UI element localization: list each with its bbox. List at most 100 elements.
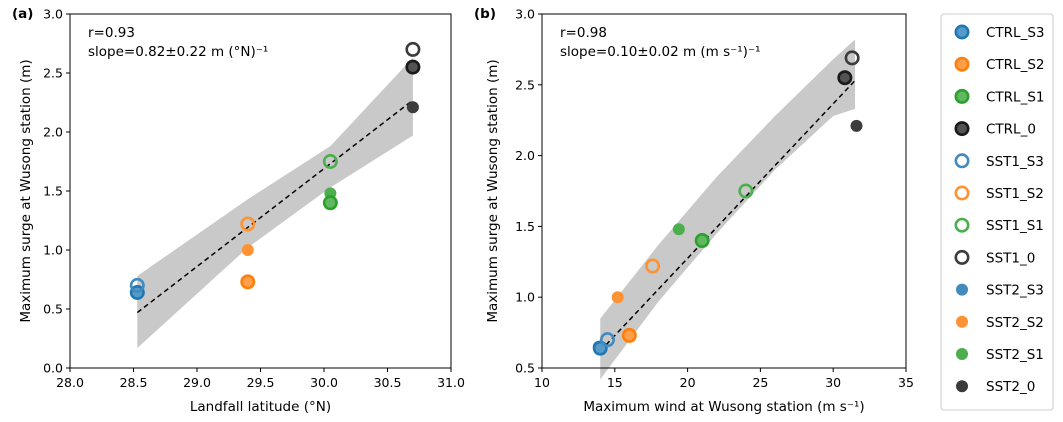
point-b-sst2-s2 [611,291,624,304]
y-tick-label-b: 2.5 [515,77,535,92]
panel-label-a: (a) [12,6,33,22]
legend-marker [954,153,970,169]
legend-label: CTRL_S3 [986,25,1044,41]
legend-label: SST1_0 [986,250,1035,266]
y-axis-title-a: Maximum surge at Wusong station (m) [18,59,34,322]
legend-item-sst1-0: SST1_0 [954,249,1035,266]
x-tick-label-b: 20 [680,375,696,390]
annotation-b: slope=0.10±0.02 m (m s⁻¹)⁻¹ [560,44,760,60]
legend-item-ctrl-s3: CTRL_S3 [954,24,1044,41]
y-tick-label-b: 1.0 [515,290,535,305]
y-tick-label-a: 0.0 [43,361,63,376]
y-axis-title-b: Maximum surge at Wusong station (m) [485,59,501,322]
x-tick-label-b: 25 [752,375,768,390]
legend-item-sst1-s3: SST1_S3 [954,153,1044,170]
y-tick-label-a: 2.0 [43,125,63,140]
point-a-ctrl-0 [405,59,421,75]
point-a-sst1-s3 [129,277,145,293]
point-b-sst1-s1 [738,183,754,199]
legend-frame [940,13,1054,411]
annotation-b: r=0.98 [560,25,607,41]
y-tick-label-a: 1.5 [43,184,63,199]
y-tick-label-b: 1.5 [515,219,535,234]
legend-label: SST1_S1 [986,218,1044,234]
x-tick-label-a: 30.0 [310,375,338,390]
legend-label: SST2_S1 [986,347,1044,363]
point-b-ctrl-s1 [694,233,710,249]
legend-label: CTRL_0 [986,122,1036,138]
legend-item-sst1-s2: SST1_S2 [954,185,1044,202]
legend-marker [956,315,968,328]
point-b-ctrl-0 [837,70,853,86]
axes-frame-a [69,13,452,369]
x-tick-label-b: 10 [534,375,550,390]
legend-marker [954,24,970,40]
y-tick-label-a: 1.0 [43,243,63,258]
x-tick-label-a: 28.0 [56,375,84,390]
legend: CTRL_S3 CTRL_S2 CTRL_S1 CTRL_0 SST1_S3 SST1_S… [940,13,1054,411]
legend-marker [954,185,970,201]
legend-item-sst2-s2: SST2_S2 [956,315,1044,331]
point-b-sst2-s1 [672,223,685,236]
legend-label: CTRL_S1 [986,89,1044,105]
annotation-a: slope=0.82±0.22 m (°N)⁻¹ [88,44,268,60]
panel-b: 10 15 20 25 30 35 0.5 1.0 1.5 2.0 2.5 3.0 Maximum wi… [474,6,914,415]
x-tick-label-b: 35 [898,375,914,390]
fit-line-a [136,99,414,314]
legend-marker [954,56,970,72]
point-a-sst1-s1 [322,154,338,170]
axes-frame-b [541,13,907,369]
legend-label: SST2_S3 [986,283,1044,299]
point-a-sst1-s2 [240,216,256,232]
point-a-sst1-0 [405,41,421,57]
confidence-band-a [137,57,413,348]
point-a-ctrl-s1 [322,195,338,211]
legend-item-sst1-s1: SST1_S1 [954,217,1044,234]
legend-label: SST2_S2 [986,315,1044,331]
confidence-band-b [600,39,856,380]
x-tick-label-a: 29.5 [247,375,275,390]
panel-label-b: (b) [474,6,496,22]
panel-a: 28.0 28.5 29.0 29.5 30.0 30.5 31.0 0.0 0.5 1.0 1.5… [12,6,465,415]
x-tick-label-a: 28.5 [120,375,148,390]
point-b-sst1-0 [844,50,860,66]
x-axis-title-a: Landfall latitude (°N) [190,399,331,415]
legend-item-sst2-0: SST2_0 [956,379,1035,395]
legend-item-ctrl-s2: CTRL_S2 [954,56,1044,73]
legend-marker [954,249,970,265]
x-tick-label-a: 29.0 [183,375,211,390]
legend-item-sst2-s3: SST2_S3 [956,283,1044,299]
point-b-sst1-s3 [600,332,616,348]
legend-item-ctrl-s1: CTRL_S1 [954,88,1044,105]
y-tick-label-b: 0.5 [515,361,535,376]
y-tick-label-b: 3.0 [515,7,535,22]
legend-label: CTRL_S2 [986,57,1044,73]
y-tick-label-a: 3.0 [43,7,63,22]
point-b-ctrl-s2 [621,327,637,343]
legend-marker [954,121,970,137]
legend-marker [956,348,968,360]
legend-marker [954,88,970,104]
x-tick-label-b: 30 [825,375,841,390]
legend-item-sst2-s1: SST2_S1 [956,347,1044,363]
y-tick-label-a: 2.5 [43,66,63,81]
x-tick-label-a: 30.5 [374,375,402,390]
legend-marker [956,380,968,393]
legend-label: SST1_S2 [986,186,1044,202]
point-a-ctrl-s2 [240,274,256,290]
x-axis-title-b: Maximum wind at Wusong station (m s⁻¹) [583,399,864,415]
annotation-a: r=0.93 [88,25,135,41]
x-tick-label-a: 31.0 [437,375,465,390]
legend-marker [954,217,970,233]
y-tick-label-a: 0.5 [43,302,63,317]
point-b-sst1-s2 [645,258,661,274]
legend-marker [956,283,968,296]
point-a-sst2-0 [406,101,419,114]
fit-line-b [599,80,856,352]
point-b-sst2-0 [850,119,863,132]
legend-label: SST2_0 [986,379,1035,395]
point-a-sst2-s2 [241,244,254,256]
legend-item-ctrl-0: CTRL_0 [954,121,1036,138]
x-tick-label-b: 15 [607,375,623,390]
